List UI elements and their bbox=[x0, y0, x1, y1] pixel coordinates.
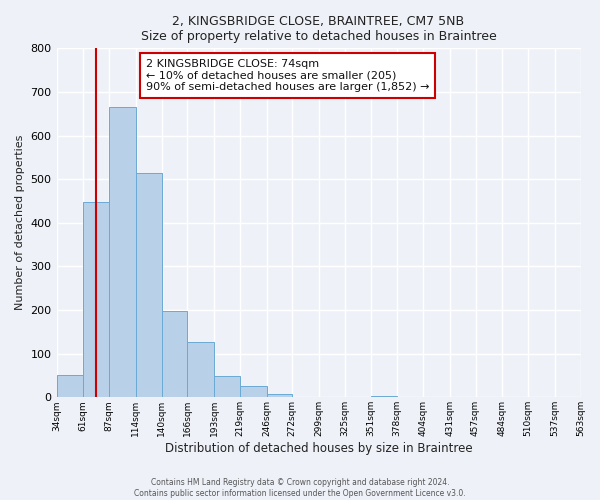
Bar bbox=[109, 107, 136, 398]
Bar bbox=[136, 172, 161, 398]
Bar bbox=[240, 386, 266, 398]
Bar bbox=[56, 376, 83, 398]
Text: Contains HM Land Registry data © Crown copyright and database right 2024.
Contai: Contains HM Land Registry data © Crown c… bbox=[134, 478, 466, 498]
Bar bbox=[83, 202, 109, 398]
X-axis label: Distribution of detached houses by size in Braintree: Distribution of detached houses by size … bbox=[165, 442, 472, 455]
Text: 2 KINGSBRIDGE CLOSE: 74sqm
← 10% of detached houses are smaller (205)
90% of sem: 2 KINGSBRIDGE CLOSE: 74sqm ← 10% of deta… bbox=[146, 59, 429, 92]
Bar bbox=[371, 396, 397, 398]
Title: 2, KINGSBRIDGE CLOSE, BRAINTREE, CM7 5NB
Size of property relative to detached h: 2, KINGSBRIDGE CLOSE, BRAINTREE, CM7 5NB… bbox=[140, 15, 496, 43]
Bar bbox=[214, 376, 240, 398]
Y-axis label: Number of detached properties: Number of detached properties bbox=[15, 135, 25, 310]
Bar bbox=[187, 342, 214, 398]
Bar bbox=[266, 394, 292, 398]
Bar bbox=[161, 312, 187, 398]
